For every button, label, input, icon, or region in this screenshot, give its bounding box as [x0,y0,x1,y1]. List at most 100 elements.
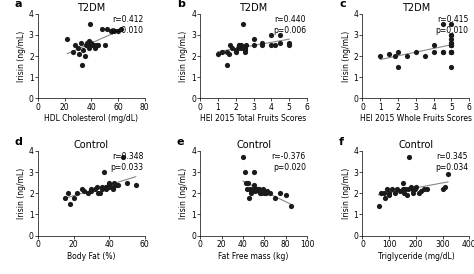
Text: r=0.415
p=0.010: r=0.415 p=0.010 [435,15,468,35]
Point [89,43,96,48]
Point [98,26,106,31]
Point [243,43,250,48]
Y-axis label: Irisin (ng/mL): Irisin (ng/mL) [17,168,26,219]
Point [81,54,89,58]
Y-axis label: Irisin (ng/mL): Irisin (ng/mL) [342,30,351,82]
Point [98,187,106,191]
Point [78,62,86,67]
Point [214,52,222,56]
Point [380,191,388,195]
Point [382,195,389,200]
Point [430,43,438,48]
Point [103,26,111,31]
Text: r=-0.376
p=0.020: r=-0.376 p=0.020 [272,152,306,172]
Point [241,170,249,174]
Point [407,185,414,189]
Text: r=0.348
p=0.033: r=0.348 p=0.033 [110,152,144,172]
Point [246,187,254,191]
Point [225,52,232,56]
Point [259,41,266,45]
Point [383,187,390,191]
Point [439,22,447,27]
Y-axis label: Irisin (ng/mL): Irisin (ng/mL) [179,30,188,82]
Text: d: d [14,137,22,147]
X-axis label: Triglyceride (mg/dL): Triglyceride (mg/dL) [377,252,454,261]
Point [412,50,419,54]
Point [110,181,118,185]
Point [400,191,408,195]
Point [264,189,271,193]
X-axis label: HDL Cholesterol (mg/dL): HDL Cholesterol (mg/dL) [44,114,138,123]
Point [237,45,245,50]
Point [227,43,234,48]
Point [96,191,104,195]
Y-axis label: Irisin (ng/mL): Irisin (ng/mL) [342,168,351,219]
Point [276,41,284,45]
Point [404,187,411,191]
Point [105,181,113,185]
Point [105,185,113,189]
Point [256,191,264,195]
Point [396,189,404,193]
Point [241,45,248,50]
Text: r=0.440
p=0.006: r=0.440 p=0.006 [273,15,306,35]
Point [253,187,261,191]
X-axis label: HEI 2015 Whole Fruits Scores: HEI 2015 Whole Fruits Scores [360,114,472,123]
Point [388,187,396,191]
Title: Control: Control [74,140,109,150]
Point [108,28,115,33]
Point [250,170,257,174]
Point [385,52,393,56]
Point [254,187,262,191]
Point [447,64,455,69]
Point [239,155,246,159]
Point [394,50,402,54]
Point [90,43,98,48]
Point [439,50,447,54]
Y-axis label: Irisin (ng/mL): Irisin (ng/mL) [179,168,188,219]
Point [447,50,455,54]
Point [447,33,455,37]
Point [243,187,251,191]
Point [234,45,241,50]
Point [415,191,422,195]
Point [259,187,267,191]
Point [391,191,398,195]
Point [88,187,95,191]
Point [66,202,74,206]
Point [232,50,239,54]
Point [223,50,231,54]
Point [82,43,90,48]
Point [223,62,231,67]
Text: r=0.345
p=0.034: r=0.345 p=0.034 [435,152,468,172]
Point [249,187,256,191]
Point [61,195,68,200]
Point [85,45,92,50]
Point [376,54,384,58]
Point [80,47,87,52]
Point [70,195,77,200]
Point [268,33,275,37]
Point [119,155,127,159]
Point [75,52,83,56]
Point [385,193,393,198]
Point [250,43,257,48]
Point [410,191,417,195]
Point [439,50,447,54]
Point [444,172,452,176]
Point [218,50,225,54]
Point [100,170,108,174]
Point [88,41,95,45]
Point [421,54,428,58]
Point [263,191,270,195]
Point [257,191,265,195]
Point [94,43,102,48]
Point [64,191,72,195]
Title: Control: Control [398,140,433,150]
Point [441,185,449,189]
Text: a: a [14,0,22,10]
Point [250,37,257,41]
Point [375,204,383,208]
Point [285,41,293,45]
Point [266,191,273,195]
